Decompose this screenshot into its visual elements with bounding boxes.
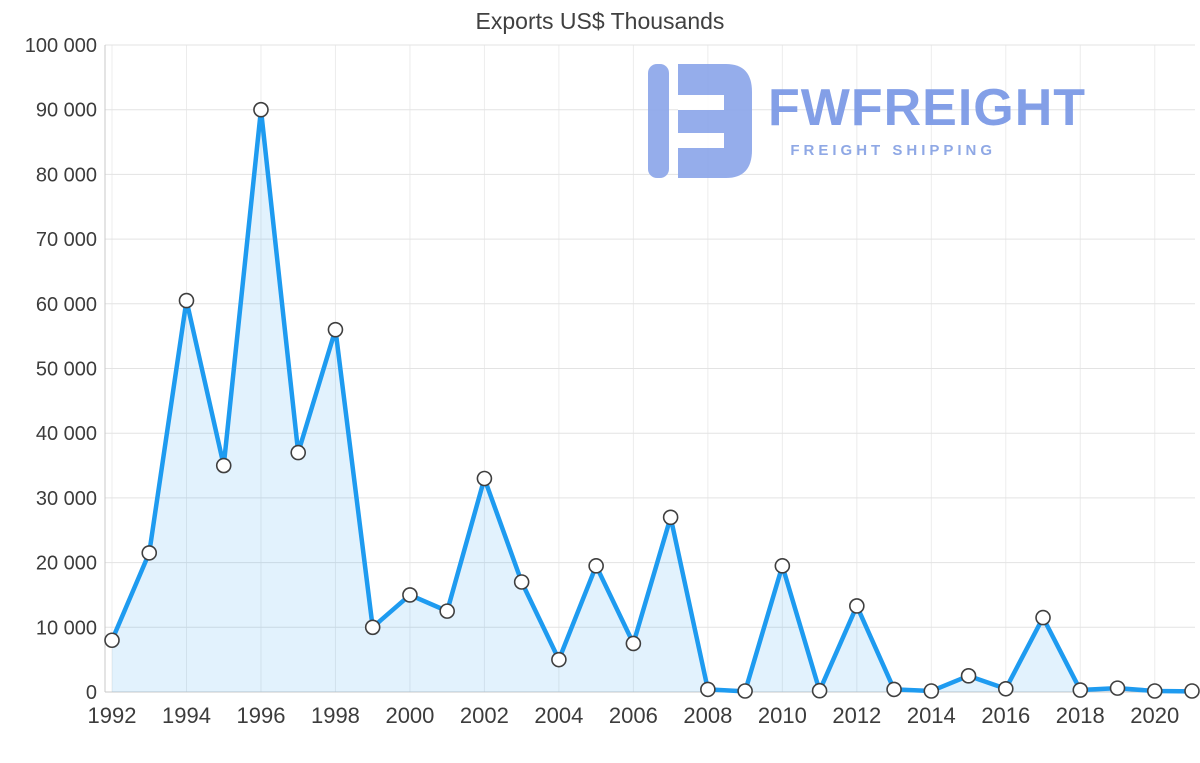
- x-tick-label: 2020: [1130, 703, 1179, 728]
- x-tick-label: 2018: [1056, 703, 1105, 728]
- data-point-marker[interactable]: [849, 598, 865, 614]
- x-tick-label: 1998: [311, 703, 360, 728]
- x-tick-label: 2004: [534, 703, 583, 728]
- data-point-marker[interactable]: [215, 457, 232, 474]
- data-point-marker[interactable]: [774, 558, 791, 574]
- y-tick-label: 10 000: [36, 617, 97, 639]
- x-tick-label: 2012: [832, 703, 881, 728]
- y-tick-label: 30 000: [36, 488, 97, 510]
- area-fill: [112, 109, 1192, 692]
- data-point-marker[interactable]: [327, 321, 344, 338]
- x-tick-label: 1992: [88, 703, 137, 728]
- data-point-marker[interactable]: [625, 635, 642, 652]
- data-point-marker[interactable]: [1109, 680, 1126, 696]
- data-point-marker[interactable]: [662, 509, 679, 526]
- x-tick-label: 2010: [758, 703, 807, 728]
- data-point-marker[interactable]: [513, 574, 530, 590]
- x-tick-label: 2008: [683, 703, 732, 728]
- data-point-marker[interactable]: [253, 101, 269, 118]
- data-point-marker[interactable]: [104, 632, 120, 649]
- data-point-marker[interactable]: [439, 603, 455, 619]
- data-point-marker[interactable]: [923, 683, 940, 699]
- x-tick-label: 2006: [609, 703, 658, 728]
- x-tick-label: 2016: [981, 703, 1030, 728]
- data-point-marker[interactable]: [402, 587, 418, 603]
- data-point-marker[interactable]: [960, 668, 977, 684]
- y-tick-label: 50 000: [36, 359, 97, 381]
- x-tick-label: 2000: [385, 703, 434, 728]
- data-point-marker[interactable]: [178, 292, 195, 309]
- y-tick-label: 100 000: [25, 35, 97, 57]
- data-point-marker[interactable]: [886, 681, 902, 698]
- data-point-marker[interactable]: [1146, 683, 1163, 699]
- x-tick-label: 2002: [460, 703, 509, 728]
- data-point-marker[interactable]: [364, 619, 381, 636]
- data-point-marker[interactable]: [551, 651, 567, 668]
- data-point-marker[interactable]: [997, 680, 1014, 697]
- y-tick-label: 0: [86, 682, 97, 704]
- data-point-marker[interactable]: [476, 470, 493, 487]
- x-tick-label: 1994: [162, 703, 211, 728]
- data-point-marker[interactable]: [1035, 609, 1051, 626]
- data-point-marker[interactable]: [1072, 682, 1089, 698]
- y-tick-label: 80 000: [36, 164, 97, 186]
- data-point-marker[interactable]: [700, 681, 716, 698]
- y-tick-label: 70 000: [36, 229, 97, 251]
- y-tick-label: 60 000: [36, 294, 97, 316]
- data-point-marker[interactable]: [141, 545, 158, 561]
- x-tick-label: 1996: [236, 703, 285, 728]
- data-point-marker[interactable]: [1184, 683, 1200, 699]
- data-point-marker[interactable]: [737, 683, 753, 699]
- x-tick-label: 2014: [907, 703, 956, 728]
- y-tick-label: 90 000: [36, 100, 97, 122]
- y-tick-label: 20 000: [36, 553, 97, 575]
- chart-title: Exports US$ Thousands: [475, 8, 725, 34]
- data-point-marker[interactable]: [290, 444, 307, 461]
- y-tick-label: 40 000: [36, 423, 97, 445]
- data-point-marker[interactable]: [588, 558, 604, 574]
- data-point-marker[interactable]: [811, 682, 828, 699]
- line-path: [109, 107, 1195, 694]
